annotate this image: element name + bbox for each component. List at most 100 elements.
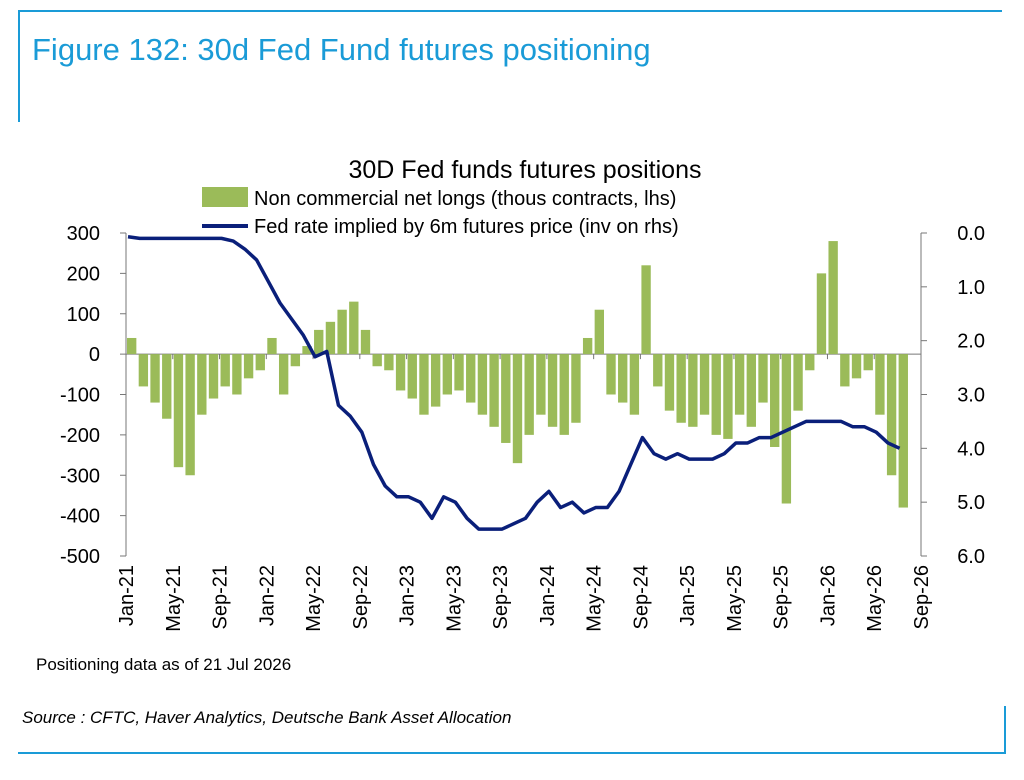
bar <box>746 354 756 427</box>
line-series <box>127 235 901 531</box>
figure-title: Figure 132: 30d Fed Fund futures positio… <box>32 32 651 67</box>
bar <box>267 337 277 355</box>
bar <box>349 301 359 355</box>
bar <box>840 354 850 387</box>
series-line <box>127 235 901 531</box>
bar <box>805 354 815 371</box>
x-tick-label: May-24 <box>584 565 606 632</box>
bar <box>372 354 382 367</box>
chart-title: 30D Fed funds futures positions <box>349 156 702 184</box>
legend-line-label: Fed rate implied by 6m futures price (in… <box>254 216 679 238</box>
y-right-tick-label: 4.0 <box>957 438 985 460</box>
bar <box>618 354 628 403</box>
bar <box>360 329 371 355</box>
bar <box>676 354 686 423</box>
bar <box>197 354 207 415</box>
bar <box>828 241 838 355</box>
source-note: Source : CFTC, Haver Analytics, Deutsche… <box>22 708 512 727</box>
bar <box>150 354 160 403</box>
y-left-tick-label: -300 <box>60 465 100 487</box>
bar <box>407 354 417 399</box>
bar <box>816 273 827 355</box>
axes: 300 200 100 0 -100 -200 -300 -400 -500 0.0 1.0 2.0 3… <box>60 223 985 632</box>
x-tick-label: May-26 <box>864 565 886 632</box>
bar <box>489 354 499 427</box>
x-tick-label: May-21 <box>163 565 185 632</box>
x-tick-label: Jan-25 <box>677 565 699 626</box>
bar <box>664 354 675 411</box>
x-tick-label: Sep-21 <box>210 565 232 630</box>
bar <box>314 329 324 355</box>
bar <box>571 354 581 423</box>
bar <box>384 354 394 371</box>
bar-series <box>127 241 908 508</box>
bar <box>875 354 885 415</box>
x-tick-label: Jan-22 <box>256 565 278 626</box>
bar <box>886 354 897 476</box>
bar <box>232 354 242 395</box>
bar <box>290 354 301 367</box>
x-tick-label: Sep-22 <box>350 565 372 630</box>
bar <box>758 354 768 403</box>
y-right-tick-label: 3.0 <box>957 385 985 407</box>
bar <box>653 354 663 387</box>
bar <box>898 354 908 508</box>
y-left-tick-label: 0 <box>89 344 100 366</box>
y-left-tick-label: 300 <box>67 223 100 245</box>
bar <box>863 354 873 371</box>
positioning-note: Positioning data as of 21 Jul 2026 <box>36 655 292 674</box>
bar <box>466 354 476 403</box>
bar <box>512 354 523 464</box>
bar <box>278 354 289 395</box>
y-left-tick-label: -500 <box>60 546 100 568</box>
bar <box>243 354 254 379</box>
bar <box>688 354 698 427</box>
y-left-tick-label: -100 <box>60 385 100 407</box>
bar <box>477 354 488 415</box>
y-left-tick-label: -400 <box>60 506 100 528</box>
frame-right-rule <box>1004 706 1006 754</box>
y-right-tick-label: 6.0 <box>957 546 985 568</box>
bar <box>442 354 453 395</box>
x-tick-label: May-25 <box>724 565 746 632</box>
bar <box>559 354 569 435</box>
bar <box>162 354 172 419</box>
legend-bar-swatch <box>202 187 248 207</box>
bar <box>255 354 265 371</box>
bar <box>851 354 862 379</box>
bar <box>641 265 651 355</box>
bar <box>173 354 184 468</box>
bar <box>395 354 406 391</box>
y-right-tick-label: 2.0 <box>957 331 985 353</box>
bar <box>582 337 593 355</box>
x-tick-label: Jan-23 <box>397 565 419 626</box>
bar <box>770 354 780 447</box>
x-tick-label: Sep-24 <box>630 565 652 630</box>
frame-bottom-rule <box>18 752 1006 754</box>
chart: 30D Fed funds futures positions Non comm… <box>60 156 985 632</box>
bar <box>325 321 336 355</box>
y-right-tick-label: 0.0 <box>957 223 985 245</box>
bar <box>594 309 604 355</box>
bar <box>430 354 441 407</box>
x-tick-label: May-22 <box>303 565 325 632</box>
bar <box>536 354 546 415</box>
x-tick-label: Jan-26 <box>817 565 839 626</box>
bar <box>793 354 803 411</box>
legend-bar-label: Non commercial net longs (thous contract… <box>254 188 676 210</box>
bar <box>711 354 721 435</box>
x-tick-label: Sep-26 <box>911 565 933 630</box>
bar <box>734 354 745 415</box>
bar <box>524 354 534 435</box>
frame-top-rule <box>18 10 1002 12</box>
legend: Non commercial net longs (thous contract… <box>202 187 679 238</box>
bar <box>208 354 219 399</box>
bar <box>454 354 464 391</box>
bar <box>629 354 640 415</box>
x-tick-label: Sep-23 <box>490 565 512 630</box>
y-right-tick-label: 1.0 <box>957 277 985 299</box>
x-tick-label: Jan-24 <box>537 565 559 626</box>
x-tick-label: May-23 <box>443 565 465 632</box>
y-right-tick-label: 5.0 <box>957 492 985 514</box>
bar <box>419 354 429 415</box>
